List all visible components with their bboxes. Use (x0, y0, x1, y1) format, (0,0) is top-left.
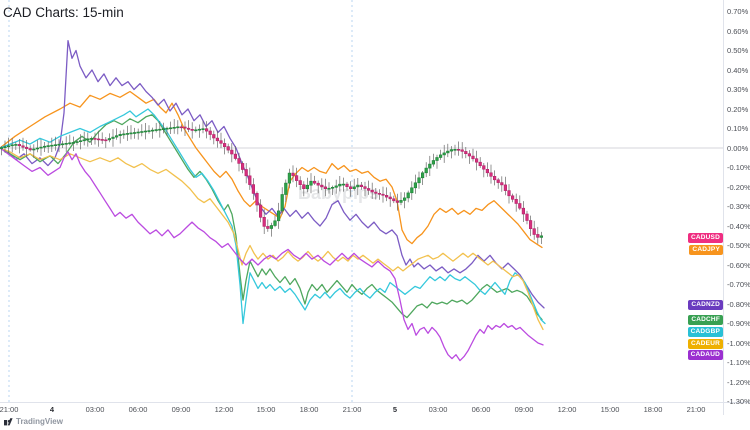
time-axis-tick: 09:00 (171, 405, 191, 414)
line-series-cadaud (0, 147, 544, 362)
pair-price-label-cadchf: CADCHF (688, 314, 723, 325)
pair-price-label-cadeur: CADEUR (687, 338, 723, 349)
line-series-cadeur (0, 147, 544, 331)
price-axis-tick: -0.70% (727, 280, 750, 289)
time-axis-tick: 21:00 (342, 405, 362, 414)
price-axis-tick: 0.30% (727, 85, 749, 94)
time-axis-tick: 15:00 (600, 405, 620, 414)
pair-price-label-cadgbp: CADGBP (687, 326, 723, 337)
time-axis-tick: 03:00 (85, 405, 105, 414)
time-axis-tick: 06:00 (471, 405, 491, 414)
pair-price-label-cadusd: CADUSD (687, 232, 723, 243)
time-axis-tick: 09:00 (514, 405, 534, 414)
price-axis-tick: -1.20% (727, 377, 750, 387)
price-axis-tick: -1.00% (727, 338, 750, 348)
line-series-cadnzd (0, 40, 545, 309)
price-axis-tick: 0.60% (727, 26, 749, 36)
price-axis-tick: 0.40% (727, 65, 749, 75)
chart-title: CAD Charts: 15-min (3, 5, 124, 20)
price-axis-tick: -0.80% (727, 299, 750, 309)
price-axis-tick: -0.40% (727, 221, 750, 231)
tradingview-attribution[interactable]: TradingView (4, 417, 63, 426)
tradingview-attribution-label: TradingView (16, 417, 63, 426)
time-axis-tick: 18:00 (643, 405, 663, 414)
price-axis-tick: -0.50% (727, 241, 750, 250)
time-axis-tick: 12:00 (557, 405, 577, 414)
time-axis-tick: 03:00 (428, 405, 448, 414)
price-axis-tick: -0.90% (727, 319, 750, 328)
pair-price-label-cadaud: CADAUD (687, 349, 723, 360)
time-axis-tick: 21:00 (0, 405, 19, 414)
time-axis-tick: 12:00 (214, 405, 234, 414)
price-axis-tick: 0.00% (727, 143, 749, 153)
price-axis-tick: -1.30% (727, 397, 750, 406)
time-axis-tick: 15:00 (256, 405, 276, 414)
tradingview-logo-icon (4, 418, 13, 426)
price-axis-tick: -1.10% (727, 358, 750, 367)
pair-price-label-cadnzd: CADNZD (688, 299, 723, 310)
time-axis-tick: 21:00 (686, 405, 706, 414)
line-series-cadgbp (0, 108, 546, 325)
price-axis-tick: 0.70% (727, 7, 749, 16)
price-axis-tick: 0.50% (727, 46, 749, 55)
candlestick-series-cadusd (0, 119, 543, 244)
price-axis-tick: -0.20% (727, 182, 750, 192)
time-axis-day-tick: 4 (49, 405, 55, 414)
price-axis-tick: -0.30% (727, 202, 750, 211)
time-axis-tick: 06:00 (128, 405, 148, 414)
pair-price-label-cadjpy: CADJPY (689, 244, 723, 255)
price-axis-tick: 0.10% (727, 124, 749, 133)
price-axis-tick: -0.60% (727, 260, 750, 270)
price-axis-tick: 0.20% (727, 104, 749, 114)
price-axis-tick: -0.10% (727, 163, 750, 172)
line-series-cadchf (0, 114, 543, 321)
time-axis-day-tick: 5 (392, 405, 398, 414)
time-axis-tick: 18:00 (299, 405, 319, 414)
line-series-cadjpy (0, 90, 543, 249)
